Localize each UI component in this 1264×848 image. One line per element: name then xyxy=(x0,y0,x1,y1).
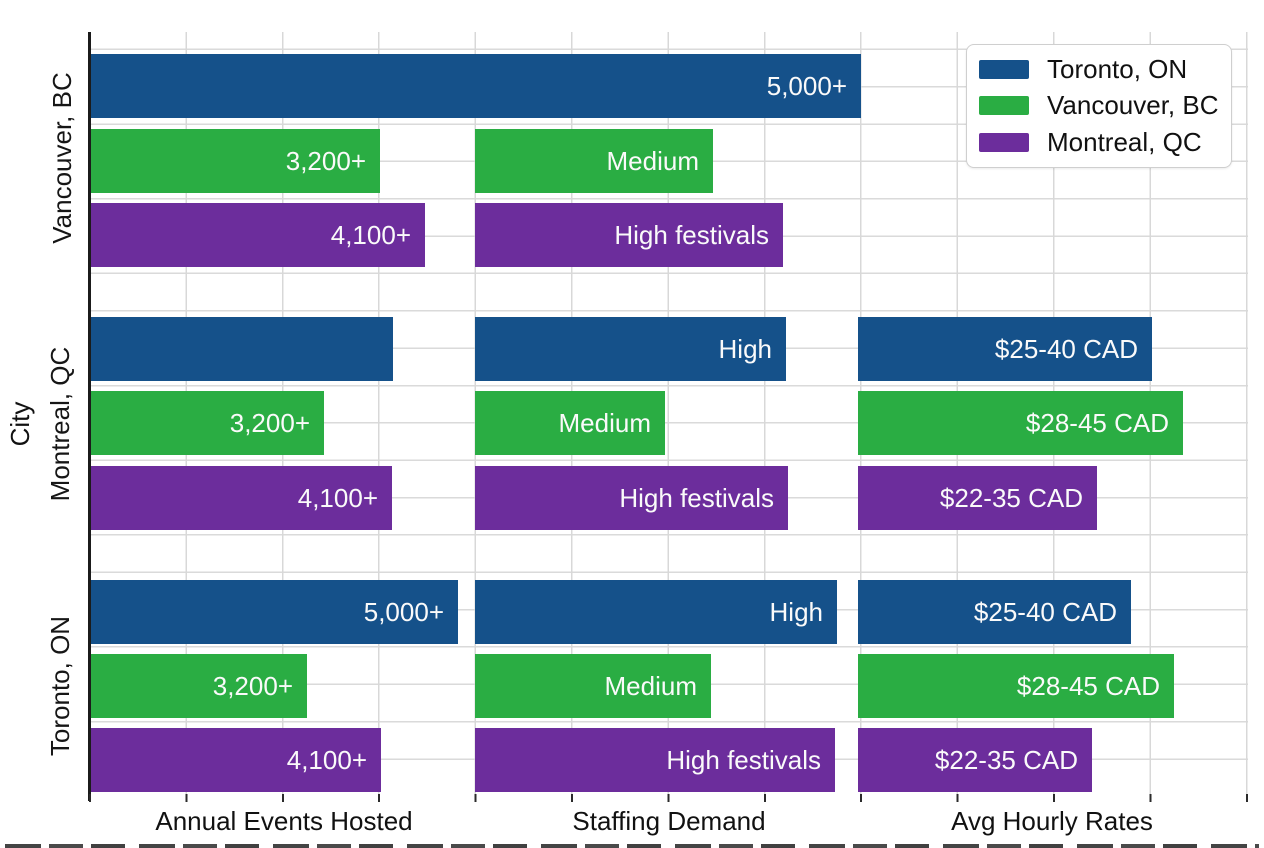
bar-montreal_qc: $22-35 CAD xyxy=(858,466,1097,530)
bar-vancouver_bc: $28-45 CAD xyxy=(858,654,1174,718)
y-tick-montreal: Montreal, QC xyxy=(45,346,75,502)
legend-swatch-toronto-icon xyxy=(979,59,1029,79)
bar-montreal_qc: 4,100+ xyxy=(90,203,425,267)
bar-vancouver_bc: $28-45 CAD xyxy=(858,391,1183,455)
bar-vancouver_bc: 3,200+ xyxy=(90,391,324,455)
bar-value-label: Medium xyxy=(558,408,651,438)
bar-value-label: 3,200+ xyxy=(285,146,366,176)
bar-vancouver_bc: 3,200+ xyxy=(90,129,380,193)
bar-value-label: 5,000+ xyxy=(363,597,444,627)
bar-value-label: 4,100+ xyxy=(286,745,367,775)
legend-swatch-montreal-icon xyxy=(979,133,1029,153)
bar-value-label: $22-35 CAD xyxy=(934,745,1078,775)
bar-value-label: 3,200+ xyxy=(212,671,293,701)
bar-value-label: 4,100+ xyxy=(297,483,378,513)
x-label-avg-hourly-rates: Avg Hourly Rates xyxy=(951,806,1153,836)
bar-vancouver_bc: Medium xyxy=(475,391,665,455)
bar-toronto_on: $25-40 CAD xyxy=(858,317,1152,381)
bar-vancouver_bc: Medium xyxy=(475,654,711,718)
bar-value-label: $25-40 CAD xyxy=(973,597,1117,627)
cropped-bottom-text-artifact xyxy=(5,844,1259,848)
y-tick-toronto: Toronto, ON xyxy=(45,615,75,757)
bar-montreal_qc: High festivals xyxy=(475,203,783,267)
bar-vancouver_bc: Medium xyxy=(475,129,713,193)
bar-toronto_on: 5,000+ xyxy=(90,54,861,118)
bar-value-label: 5,000+ xyxy=(766,71,847,101)
bar-montreal_qc: 4,100+ xyxy=(90,466,392,530)
y-axis-spine xyxy=(88,32,91,801)
bar-toronto_on xyxy=(90,317,393,381)
bar-value-label: High xyxy=(769,597,823,627)
legend-label-vancouver: Vancouver, BC xyxy=(1047,90,1219,121)
legend-item-vancouver: Vancouver, BC xyxy=(967,90,1231,121)
bar-toronto_on: $25-40 CAD xyxy=(858,580,1131,644)
bar-value-label: High festivals xyxy=(619,483,774,513)
bar-toronto_on: High xyxy=(475,317,786,381)
bar-value-label: Medium xyxy=(604,671,697,701)
bar-value-label: $28-45 CAD xyxy=(1016,671,1160,701)
bar-value-label: High festivals xyxy=(614,220,769,250)
x-label-staffing-demand: Staffing Demand xyxy=(572,806,766,836)
bar-value-label: $25-40 CAD xyxy=(994,334,1138,364)
bar-montreal_qc: $22-35 CAD xyxy=(858,728,1092,792)
bar-value-label: 4,100+ xyxy=(330,220,411,250)
bar-value-label: 3,200+ xyxy=(229,408,310,438)
legend-item-toronto: Toronto, ON xyxy=(967,54,1231,85)
x-axis-ticks xyxy=(89,794,1248,802)
bar-toronto_on: 5,000+ xyxy=(90,580,458,644)
x-label-annual-events: Annual Events Hosted xyxy=(155,806,413,836)
bar-value-label: Medium xyxy=(606,146,699,176)
legend: Toronto, ON Vancouver, BC Montreal, QC xyxy=(966,44,1232,168)
bars-layer: 5,000+ 3,200+ Medium 4,100+ High festivals Hi… xyxy=(90,0,1264,848)
bar-value-label: High festivals xyxy=(666,745,821,775)
y-axis-title: City xyxy=(5,401,35,447)
legend-swatch-vancouver-icon xyxy=(979,96,1029,116)
bar-value-label: High xyxy=(718,334,772,364)
legend-item-montreal: Montreal, QC xyxy=(967,127,1231,158)
bar-montreal_qc: 4,100+ xyxy=(90,728,381,792)
bar-toronto_on: High xyxy=(475,580,837,644)
legend-label-montreal: Montreal, QC xyxy=(1047,127,1202,158)
bar-montreal_qc: High festivals xyxy=(475,466,788,530)
legend-label-toronto: Toronto, ON xyxy=(1047,53,1188,84)
bar-vancouver_bc: 3,200+ xyxy=(90,654,307,718)
bar-montreal_qc: High festivals xyxy=(475,728,835,792)
bar-value-label: $22-35 CAD xyxy=(939,483,1083,513)
y-tick-vancouver: Vancouver, BC xyxy=(47,72,77,244)
bar-value-label: $28-45 CAD xyxy=(1025,408,1169,438)
